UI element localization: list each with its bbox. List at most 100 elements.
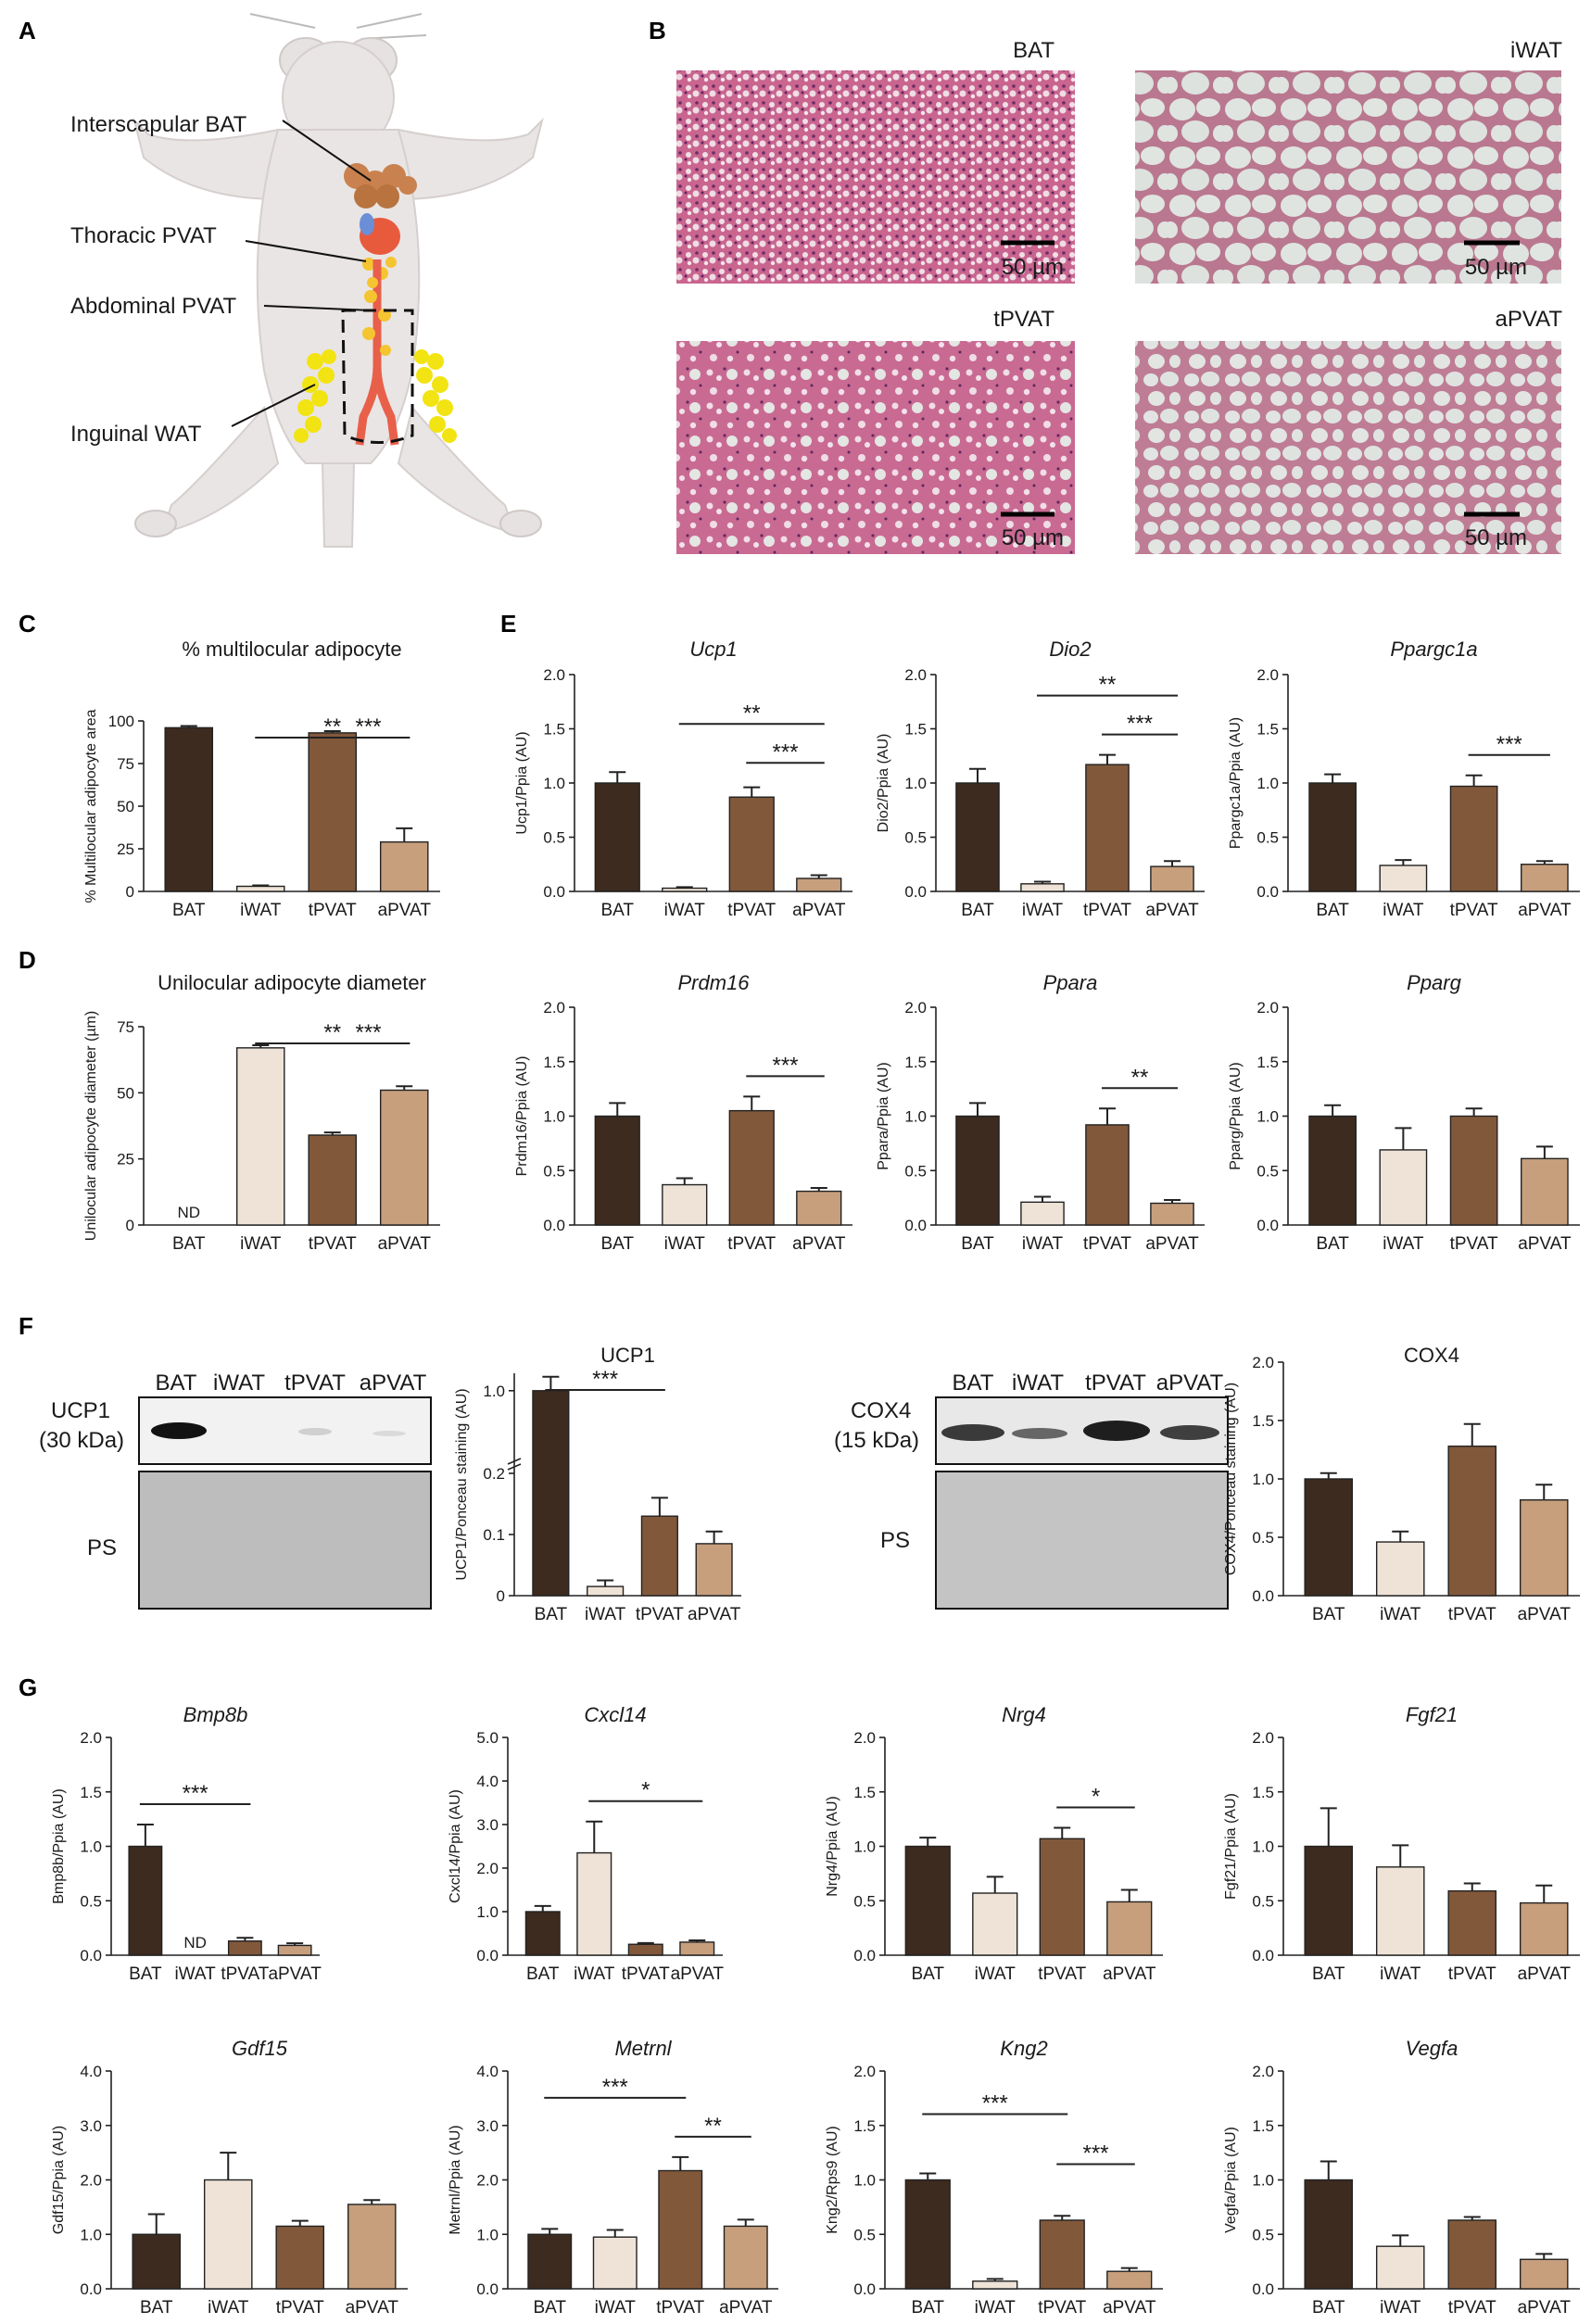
y-tick-label: 1.5 xyxy=(80,1784,102,1801)
blot2-band xyxy=(1012,1428,1067,1439)
bar-tpvat xyxy=(1449,785,1498,892)
significance-label: *** xyxy=(982,2090,1008,2116)
category-label: BAT xyxy=(1316,901,1349,920)
chart-title: Fgf21 xyxy=(1406,1703,1458,1726)
bar-apvat xyxy=(379,1089,429,1226)
y-tick-label: 1.5 xyxy=(1256,1054,1279,1071)
category-label: iWAT xyxy=(664,901,706,920)
category-label: tPVAT xyxy=(1450,901,1498,920)
bar-iwat xyxy=(576,1851,612,1956)
category-label: BAT xyxy=(172,901,206,920)
y-axis-label: Vegfa/Ppia (AU) xyxy=(1223,2127,1239,2233)
blot2-protein-label: COX4 xyxy=(851,1398,911,1423)
y-axis-label: Kng2/Rps9 (AU) xyxy=(825,2126,840,2234)
y-tick-label: 0.5 xyxy=(853,1892,876,1910)
bar-apvat xyxy=(1519,2258,1569,2290)
bar-apvat xyxy=(796,1190,842,1226)
y-axis-label: Bmp8b/Ppia (AU) xyxy=(51,1788,67,1904)
category-label: BAT xyxy=(535,1605,568,1624)
axis-break-mark xyxy=(507,1463,522,1471)
category-label: BAT xyxy=(961,1234,994,1254)
y-tick-label: 0 xyxy=(497,1587,505,1605)
category-label: BAT xyxy=(1316,1234,1349,1254)
y-tick-label: 2.0 xyxy=(1252,1354,1274,1371)
y-tick-label: 4.0 xyxy=(476,2063,499,2080)
category-label: aPVAT xyxy=(378,901,432,920)
y-tick-label: 1.0 xyxy=(80,1838,102,1856)
blot1-lane-label: aPVAT xyxy=(360,1370,427,1396)
y-tick-label: 0.0 xyxy=(476,2280,499,2298)
bar-tpvat xyxy=(728,796,775,892)
bar-iwat xyxy=(972,1892,1018,1956)
bar-tpvat xyxy=(728,1109,775,1226)
bar-tpvat xyxy=(308,732,358,892)
y-axis-label: Unilocular adipocyte diameter (µm) xyxy=(83,1011,99,1241)
bar-bat xyxy=(527,2233,573,2290)
blot2-lane-label: aPVAT xyxy=(1156,1370,1224,1396)
y-tick-label: 3.0 xyxy=(476,2117,499,2135)
category-label: tPVAT xyxy=(656,2298,704,2318)
y-tick-label: 3.0 xyxy=(80,2117,102,2135)
blot2-lane-label: BAT xyxy=(953,1370,994,1396)
category-label: tPVAT xyxy=(1083,1234,1131,1254)
significance-label: *** xyxy=(183,1781,208,1806)
panel-letter-g: G xyxy=(19,1674,37,1701)
bar-chart-g4: 0.0 0.5 1.0 1.5 2.0 Fgf21/Ppia (AU) Fgf21 BAT iW… xyxy=(1223,1703,1580,1984)
chart-title: Metrnl xyxy=(614,2037,672,2060)
y-tick-label: 2.0 xyxy=(853,1729,876,1747)
y-tick-label: 75 xyxy=(117,755,134,773)
category-label: aPVAT xyxy=(688,1605,741,1624)
chart-title: Ucp1 xyxy=(689,638,737,661)
chart-title: Unilocular adipocyte diameter xyxy=(158,971,426,994)
y-axis-label: Prdm16/Ppia (AU) xyxy=(514,1056,530,1177)
scale-label-iwat: 50 µm xyxy=(1465,255,1527,280)
significance-label: *** xyxy=(355,714,381,739)
blot2-band xyxy=(941,1424,1004,1441)
y-tick-label: 2.0 xyxy=(476,1860,499,1877)
blot2-ps-label: PS xyxy=(880,1528,910,1553)
category-label: tPVAT xyxy=(1038,2298,1086,2318)
y-tick-label: 0.0 xyxy=(80,2280,102,2298)
bar-apvat xyxy=(1150,865,1194,892)
blot1-lane-label: tPVAT xyxy=(284,1370,346,1396)
y-tick-label: 0.0 xyxy=(1256,883,1279,901)
y-tick-label: 3.0 xyxy=(476,1816,499,1834)
y-tick-label: 0.5 xyxy=(853,2226,876,2243)
bar-chart-e6: 0.0 0.5 1.0 1.5 2.0 Pparg/Ppia (AU) Pparg BAT iW… xyxy=(1228,971,1580,1254)
y-axis-label: Cxcl14/Ppia (AU) xyxy=(448,1789,463,1903)
y-tick-label: 2.0 xyxy=(904,666,927,684)
bar-chart-e4: 0.0 0.5 1.0 1.5 2.0 Prdm16/Ppia (AU) Prdm16 BAT… xyxy=(514,971,852,1254)
y-axis-label: Fgf21/Ppia (AU) xyxy=(1223,1793,1239,1900)
y-tick-label: 0.1 xyxy=(483,1526,505,1544)
y-tick-label: 50 xyxy=(117,1084,134,1102)
y-tick-label: 0 xyxy=(126,1217,134,1234)
bar-bat xyxy=(1308,782,1357,892)
y-tick-label: 25 xyxy=(117,840,134,858)
y-axis-label: Dio2/Ppia (AU) xyxy=(876,734,891,833)
y-tick-label: 1.0 xyxy=(904,1108,927,1126)
bar-iwat xyxy=(972,2280,1018,2290)
category-label: tPVAT xyxy=(727,901,776,920)
y-tick-label: 2.0 xyxy=(1252,1729,1274,1747)
y-tick-label: 100 xyxy=(108,713,134,730)
bar-tpvat xyxy=(1085,764,1130,892)
significance-label: *** xyxy=(1082,2141,1108,2166)
y-tick-label: 0.0 xyxy=(543,883,565,901)
y-axis-label: Metrnl/Ppia (AU) xyxy=(448,2125,463,2234)
y-tick-label: 0.5 xyxy=(904,1162,927,1180)
bar-chart-c: 0 25 50 75 100 % Multilocular adipocyte area%… xyxy=(83,638,440,920)
blot1-band xyxy=(372,1431,406,1436)
y-tick-label: 0.5 xyxy=(904,829,927,847)
significance-label: *** xyxy=(592,1367,618,1392)
category-label: BAT xyxy=(172,1234,206,1254)
category-label: iWAT xyxy=(1383,1234,1424,1254)
chart-title: Ppara xyxy=(1043,971,1098,994)
chart-title: UCP1 xyxy=(600,1344,655,1367)
y-tick-label: 5.0 xyxy=(476,1729,499,1747)
panel-letter-b: B xyxy=(649,17,666,44)
blot2-ponceau-image xyxy=(935,1471,1229,1610)
y-tick-label: 75 xyxy=(117,1018,134,1036)
bar-tpvat xyxy=(227,1940,262,1956)
histology-image-iwat xyxy=(1135,70,1561,284)
y-tick-label: 1.0 xyxy=(853,2172,876,2190)
